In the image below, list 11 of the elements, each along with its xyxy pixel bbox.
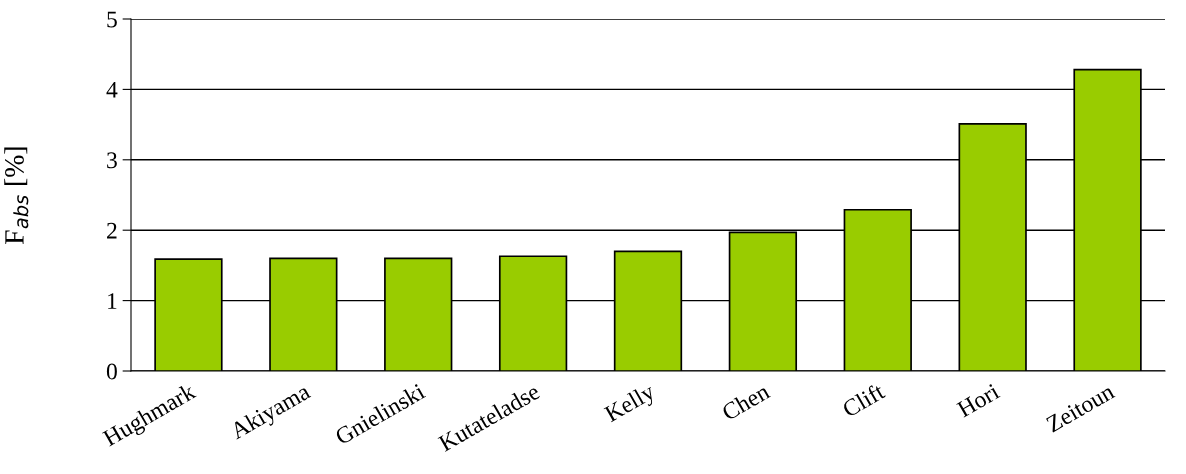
x-tick-label: Chen bbox=[720, 382, 771, 421]
y-axis-title: F$_{abs}$ [%] bbox=[4, 147, 29, 245]
y-tick-label: 5 bbox=[107, 11, 117, 28]
y-tick-label: 1 bbox=[108, 293, 117, 309]
y-tick-label: 2 bbox=[107, 222, 117, 239]
x-tick-label: Hori bbox=[956, 382, 1001, 418]
x-tick-label: Kelly bbox=[603, 382, 659, 427]
y-tick-label: 3 bbox=[107, 152, 117, 169]
x-tick-label: Clift bbox=[841, 381, 886, 418]
y-tick-label: 4 bbox=[106, 82, 118, 98]
y-tick-label: 0 bbox=[106, 363, 117, 380]
